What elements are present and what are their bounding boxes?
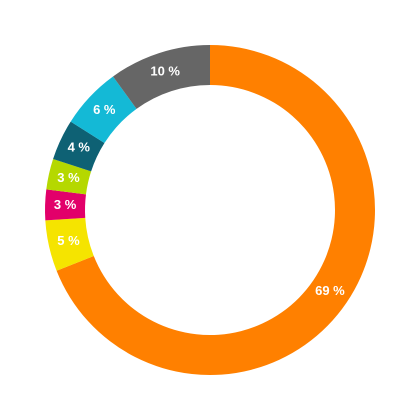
donut-segment [70,76,137,144]
donut-segment [113,45,210,109]
data-label: 3 % [57,170,80,185]
donut-segment [46,159,92,195]
data-label: 4 % [68,140,91,155]
data-label: 5 % [57,233,80,248]
donut-segment [53,121,105,172]
data-label: 3 % [54,197,77,212]
data-label: 6 % [93,102,116,117]
donut-segment [44,189,86,221]
donut-segment [45,217,94,271]
data-label: 10 % [150,64,180,79]
data-label: 69 % [315,283,345,298]
